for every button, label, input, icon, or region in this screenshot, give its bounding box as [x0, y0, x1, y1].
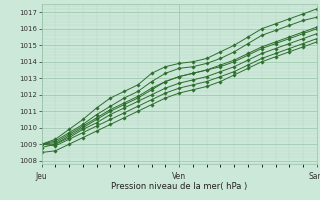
X-axis label: Pression niveau de la mer( hPa ): Pression niveau de la mer( hPa ) — [111, 182, 247, 191]
